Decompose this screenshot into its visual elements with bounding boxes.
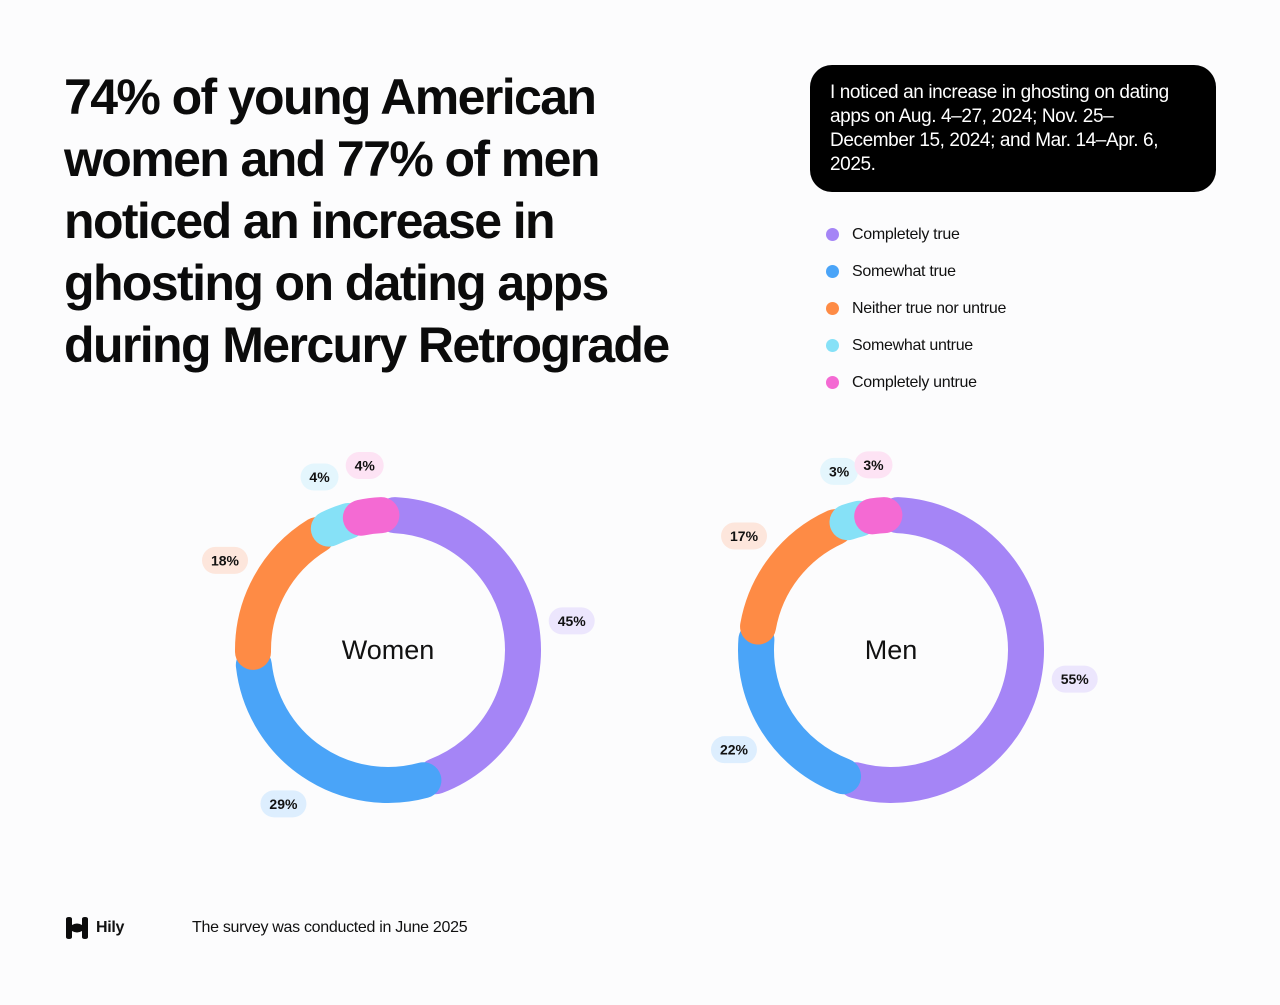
legend-swatch <box>826 265 839 278</box>
legend-swatch <box>826 339 839 352</box>
data-label: 45% <box>558 613 587 629</box>
legend-label: Neither true nor untrue <box>852 299 1007 317</box>
legend-label: Completely untrue <box>852 373 977 391</box>
legend-label: Somewhat true <box>852 262 956 280</box>
data-label: 55% <box>1061 671 1090 687</box>
legend-swatch <box>826 302 839 315</box>
legend-swatch <box>826 376 839 389</box>
donut-center-label: Men <box>865 635 918 665</box>
legend-swatch <box>826 228 839 241</box>
hily-logo: Hily <box>64 916 124 940</box>
donut-segment <box>837 497 1044 803</box>
donut-segment <box>235 517 336 670</box>
donut-segment <box>342 497 400 536</box>
data-label: 29% <box>269 796 298 812</box>
donut-men: 55% 22% 17% 3% 3% Men <box>710 451 1098 803</box>
donut-center-label: Women <box>342 635 435 665</box>
brand-name: Hily <box>96 919 125 936</box>
data-label-bg <box>345 451 384 479</box>
data-label-bg <box>260 790 307 818</box>
donut-segment <box>854 497 903 535</box>
legend-item-somewhat-untrue: Somewhat untrue <box>826 327 1006 364</box>
legend-item-completely-untrue: Completely untrue <box>826 364 1006 401</box>
donut-women: 45% 29% 18% 4% 4% Women <box>202 451 595 818</box>
data-label: 3% <box>863 457 884 473</box>
donut-segment <box>235 647 442 803</box>
data-label-bg <box>202 546 249 574</box>
data-label: 3% <box>829 463 850 479</box>
data-label-bg <box>710 736 757 764</box>
data-label: 4% <box>309 469 330 485</box>
legend-item-somewhat-true: Somewhat true <box>826 253 1006 290</box>
donut-segment <box>738 621 862 795</box>
data-label: 4% <box>355 457 376 473</box>
legend-item-neither: Neither true nor untrue <box>826 290 1006 327</box>
data-label-bg <box>1051 665 1098 693</box>
data-label: 18% <box>211 552 240 568</box>
data-label: 17% <box>730 528 759 544</box>
legend-label: Somewhat untrue <box>852 336 973 354</box>
data-label-bg <box>721 522 768 550</box>
headline: 74% of young American women and 77% of m… <box>64 69 670 373</box>
data-label-bg <box>548 607 595 635</box>
donut-segment <box>740 509 854 645</box>
legend-item-completely-true: Completely true <box>826 216 1006 253</box>
data-label-bg <box>854 451 893 479</box>
hily-logo-icon <box>66 917 88 939</box>
legend: Completely true Somewhat true Neither tr… <box>826 216 1006 401</box>
data-label: 22% <box>720 742 749 758</box>
data-label-bg <box>820 457 859 485</box>
question-box: I noticed an increase in ghosting on dat… <box>810 65 1216 192</box>
data-label-bg <box>300 463 339 491</box>
legend-label: Completely true <box>852 225 960 243</box>
survey-footnote: The survey was conducted in June 2025 <box>192 919 468 936</box>
donut-segment <box>376 497 541 795</box>
